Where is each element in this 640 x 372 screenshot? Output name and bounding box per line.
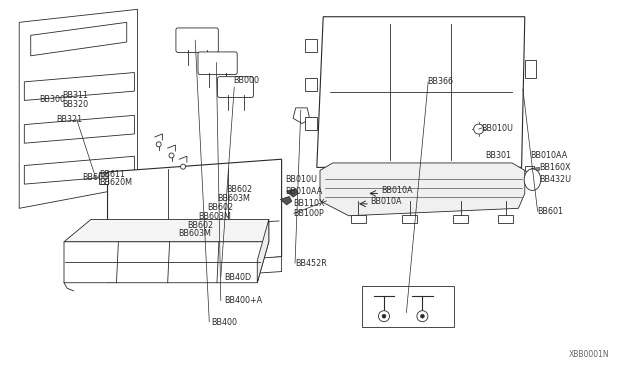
Ellipse shape [524,169,541,190]
Polygon shape [453,215,468,223]
Text: BB311: BB311 [63,92,89,100]
Text: BB400+A: BB400+A [224,296,262,305]
Polygon shape [24,156,134,184]
Text: BB010A: BB010A [370,198,401,206]
Text: BB603M: BB603M [198,212,231,221]
Text: BB010A: BB010A [381,186,412,195]
Polygon shape [24,73,134,100]
Polygon shape [108,159,282,275]
Text: BB010AA: BB010AA [285,187,322,196]
Text: BB300: BB300 [40,95,66,104]
Text: BB620M: BB620M [99,178,132,187]
Text: XBB0001N: XBB0001N [569,350,609,359]
Text: BB603M: BB603M [178,229,211,238]
Circle shape [156,142,161,147]
Polygon shape [305,78,317,91]
Circle shape [417,311,428,322]
Text: BB301: BB301 [485,151,511,160]
FancyBboxPatch shape [176,28,218,52]
Text: BB000: BB000 [234,76,260,85]
Polygon shape [402,215,417,223]
Polygon shape [31,22,127,56]
Text: BB600: BB600 [82,173,108,182]
Polygon shape [498,215,513,223]
Text: BB452R: BB452R [296,259,328,268]
Polygon shape [317,17,525,167]
Text: BB602: BB602 [207,203,234,212]
Circle shape [420,314,424,318]
Text: BB400: BB400 [211,318,237,327]
Text: BB160X: BB160X [540,163,571,172]
Text: BB010U: BB010U [285,175,317,184]
Polygon shape [24,115,134,143]
FancyBboxPatch shape [218,77,253,97]
Circle shape [169,153,174,158]
Polygon shape [525,166,534,171]
Polygon shape [280,196,292,205]
Polygon shape [362,286,454,327]
Text: BB603M: BB603M [218,194,250,203]
Text: BB366: BB366 [428,77,454,86]
Polygon shape [351,215,366,223]
Text: BB611: BB611 [99,170,125,179]
Polygon shape [320,163,525,216]
Text: BB432U: BB432U [540,175,572,184]
Text: BB40D: BB40D [224,273,251,282]
Circle shape [382,314,386,318]
Polygon shape [293,108,310,124]
Circle shape [474,124,484,134]
Polygon shape [99,172,108,184]
Text: BB100P: BB100P [293,209,324,218]
Text: BB321: BB321 [56,115,83,124]
Polygon shape [305,117,317,130]
Polygon shape [531,167,540,170]
Polygon shape [525,60,536,78]
Polygon shape [257,219,269,283]
FancyBboxPatch shape [198,52,237,74]
Text: BB110X: BB110X [293,199,324,208]
Text: BB602: BB602 [226,185,252,194]
Text: BB320: BB320 [63,100,89,109]
Polygon shape [108,257,282,283]
Polygon shape [287,189,298,197]
Polygon shape [64,219,269,242]
Circle shape [180,164,186,169]
Text: BB010U: BB010U [481,124,513,133]
Circle shape [378,311,390,322]
Polygon shape [19,9,138,208]
Polygon shape [305,39,317,52]
Polygon shape [64,242,269,283]
Text: BB010AA: BB010AA [530,151,567,160]
Text: BB602: BB602 [187,221,213,230]
Text: BB601: BB601 [538,207,564,216]
